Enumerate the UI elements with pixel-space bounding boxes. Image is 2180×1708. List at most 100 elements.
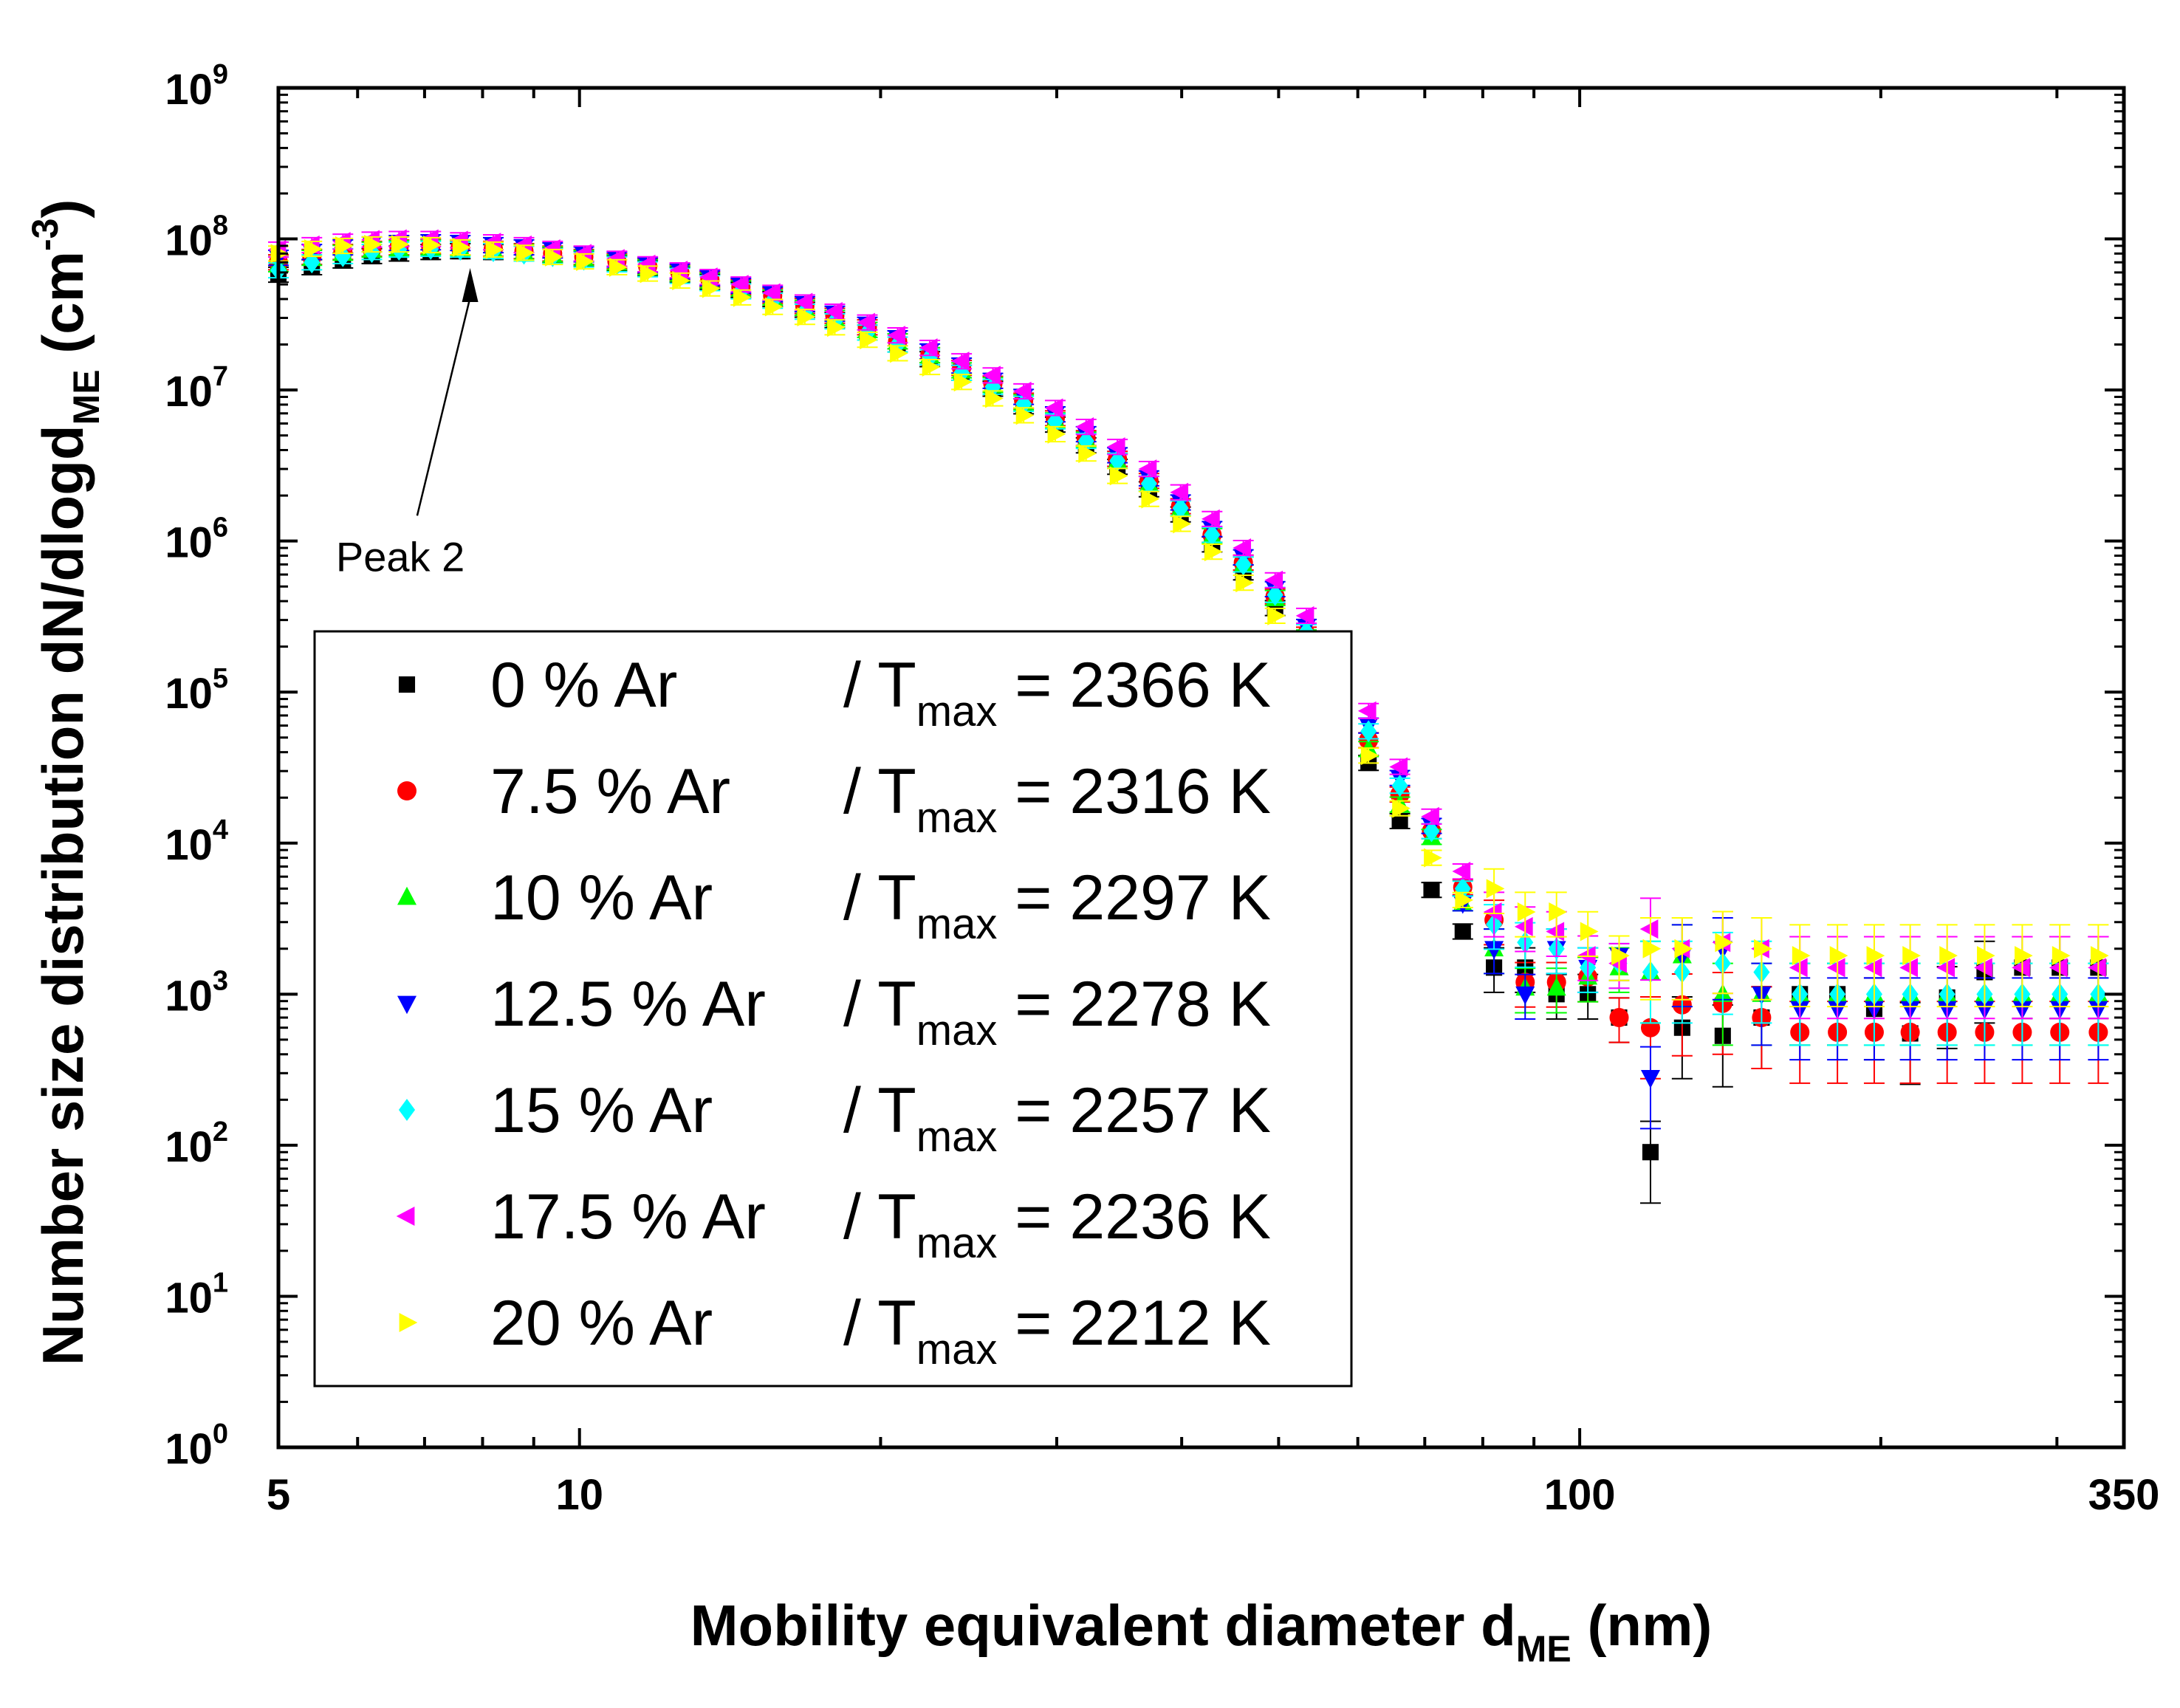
data-point: [1421, 806, 1439, 826]
data-point: [669, 261, 688, 281]
x-tick-label: 10: [555, 1471, 603, 1519]
legend-tmax-symbol: / T: [843, 862, 916, 933]
y-tick-exponent: 0: [213, 1419, 228, 1450]
annotation-arrow-line: [416, 297, 471, 516]
y-tick-label: 103: [165, 965, 228, 1020]
data-point: [1974, 958, 1992, 978]
legend-tmax: / Tmax = 2212 K: [843, 1288, 1271, 1373]
data-point: [2015, 946, 2033, 966]
y-tick-exponent: 4: [213, 814, 228, 846]
y-tick-exponent: 9: [213, 59, 228, 90]
data-point: [637, 254, 656, 274]
legend-item: 0 % Ar / Tmax = 2366 K: [398, 650, 1271, 735]
y-tick-label: 107: [165, 361, 228, 416]
x-axis-title-unit: (nm): [1571, 1593, 1713, 1658]
data-point: [422, 235, 442, 255]
data-point: [950, 351, 970, 371]
data-point: [1295, 606, 1314, 625]
y-tick-base: 10: [165, 972, 213, 1020]
data-point: [1140, 472, 1157, 495]
data-point: [922, 357, 941, 377]
data-point: [364, 234, 383, 254]
data-point: [1235, 553, 1252, 576]
data-point: [1642, 1144, 1659, 1161]
legend-series-name: 12.5 % Ar: [490, 969, 766, 1040]
y-tick-base: 10: [165, 1425, 213, 1473]
annotation-arrow-head: [462, 267, 479, 302]
y-tick-exponent: 2: [213, 1117, 228, 1148]
x-axis-title-subscript: ME: [1516, 1628, 1571, 1670]
data-point: [391, 234, 410, 254]
data-point: [1044, 398, 1063, 418]
data-point: [1423, 882, 1440, 899]
data-point: [1609, 1008, 1629, 1028]
data-point: [797, 307, 816, 327]
y-axis-title-superscript: -3: [24, 219, 66, 251]
data-point: [860, 330, 878, 350]
legend-item: 20 % Ar / Tmax = 2212 K: [399, 1288, 1271, 1373]
legend-item: 10 % Ar / Tmax = 2297 K: [397, 862, 1271, 948]
legend-tmax: / Tmax = 2366 K: [843, 650, 1271, 735]
legend-marker: [397, 995, 417, 1015]
legend-tmax: / Tmax = 2236 K: [843, 1181, 1271, 1267]
data-point: [335, 244, 352, 267]
legend: 0 % Ar / Tmax = 2366 K 7.5 % Ar / Tmax = 23…: [313, 630, 1353, 1388]
data-point: [1423, 820, 1440, 843]
data-point: [1138, 459, 1157, 479]
data-point: [2049, 958, 2068, 978]
y-tick-base: 10: [165, 66, 213, 114]
data-point: [794, 292, 813, 312]
y-tick-exponent: 8: [213, 210, 228, 241]
data-point: [335, 236, 354, 255]
legend-tmax-symbol: / T: [843, 650, 916, 721]
data-point: [1391, 812, 1408, 829]
y-tick-label: 105: [165, 663, 228, 718]
legend-marker: [398, 676, 416, 693]
y-tick-label: 102: [165, 1117, 228, 1171]
y-tick-label: 108: [165, 210, 228, 265]
data-point: [485, 239, 504, 259]
plot-frame: [276, 86, 2126, 1450]
legend-item: 7.5 % Ar / Tmax = 2316 K: [397, 756, 1271, 842]
data-point: [985, 388, 1004, 408]
data-point: [1389, 757, 1408, 777]
y-axis-title-unit-close: ): [30, 199, 95, 219]
legend-item: 15 % Ar / Tmax = 2257 K: [398, 1075, 1271, 1161]
data-point: [1078, 444, 1097, 464]
legend-series-name: 10 % Ar: [490, 862, 713, 933]
legend-marker: [397, 781, 417, 800]
data-point: [1204, 542, 1223, 562]
data-point: [1233, 538, 1252, 558]
legend-tmax-subscript: max: [916, 1006, 998, 1054]
y-axis-title-subscript: ME: [66, 369, 107, 425]
data-point: [1264, 570, 1283, 590]
data-point: [1939, 946, 1958, 966]
data-point: [1546, 977, 1566, 996]
legend-marker: [396, 1207, 415, 1226]
data-point: [764, 297, 784, 317]
data-point: [1267, 606, 1286, 625]
legend-tmax-subscript: max: [916, 687, 998, 735]
data-point: [516, 243, 535, 263]
data-point: [2012, 958, 2030, 978]
data-point: [1514, 916, 1533, 936]
y-tick-label: 109: [165, 59, 228, 114]
data-point: [1360, 746, 1379, 766]
data-point: [919, 338, 938, 358]
legend-tmax-symbol: / T: [843, 1288, 916, 1359]
y-tick-exponent: 6: [213, 512, 228, 543]
y-tick-base: 10: [165, 1274, 213, 1322]
data-point: [1047, 424, 1066, 444]
legend-marker: [398, 1099, 416, 1121]
data-point: [1357, 701, 1377, 721]
data-point: [953, 372, 973, 392]
data-point: [1204, 524, 1221, 546]
legend-tmax-value: = 2212 K: [997, 1288, 1271, 1359]
data-point: [1515, 986, 1535, 1005]
legend-tmax-value: = 2297 K: [997, 862, 1271, 933]
data-point: [890, 343, 908, 363]
y-tick-base: 10: [165, 821, 213, 869]
x-axis-title: Mobility equivalent diameter dME (nm): [690, 1593, 1713, 1670]
data-point: [1792, 946, 1811, 966]
